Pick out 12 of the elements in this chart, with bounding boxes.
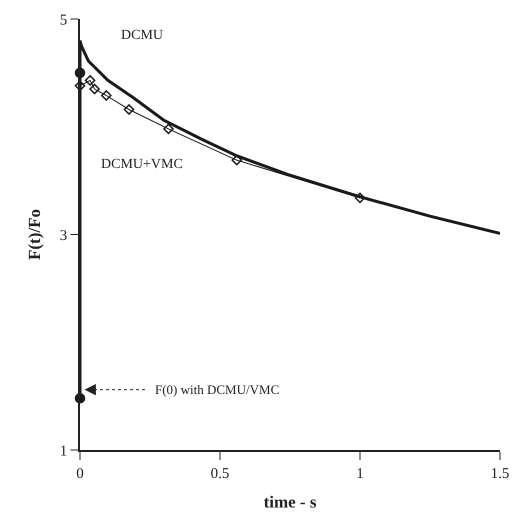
y-tick-label: 1: [60, 443, 68, 460]
annotation: F(0) with DCMU/VMC: [155, 382, 280, 397]
x-tick-label: 0: [76, 466, 84, 482]
annotation: DCMU+VMC: [101, 157, 183, 172]
x-axis-title: time - s: [264, 492, 317, 512]
y-tick-label: 5: [60, 12, 68, 28]
x-tick-label: 1.5: [490, 466, 510, 482]
annotation: DCMU: [121, 28, 164, 43]
y-axis-title: F(t)/Fo: [24, 209, 44, 260]
x-tick-label: 0.5: [210, 466, 230, 482]
y-tick-label: 3: [60, 228, 68, 244]
x-tick-label: 1: [356, 466, 364, 482]
